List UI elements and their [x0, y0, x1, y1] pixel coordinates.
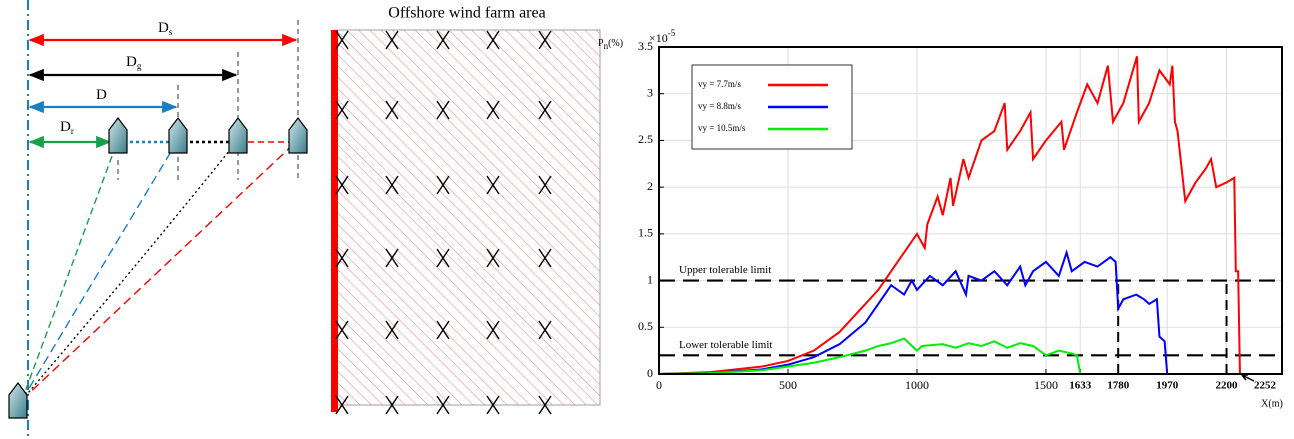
turbine — [436, 100, 450, 120]
turbine — [538, 248, 552, 268]
turbine — [436, 30, 450, 50]
turbine — [486, 248, 500, 268]
ship — [168, 117, 188, 154]
turbine — [335, 395, 349, 415]
y-label-unit: (%) — [608, 38, 623, 49]
x-tick-label: 0 — [656, 378, 662, 392]
turbine — [486, 175, 500, 195]
turbine — [335, 320, 349, 340]
turbine — [436, 248, 450, 268]
symbol: D — [158, 20, 169, 36]
y-tick-label: 3 — [647, 85, 653, 99]
wind-farm-area — [334, 29, 601, 406]
turbine — [335, 100, 349, 120]
subscript: s — [169, 27, 173, 37]
ships — [8, 117, 308, 419]
turbine — [436, 395, 450, 415]
distance-label: Dg — [126, 54, 142, 71]
distance-label: Dr — [60, 119, 74, 136]
symbol: D — [60, 119, 71, 135]
ship — [288, 117, 308, 154]
legend-label: vy = 10.5m/s — [698, 123, 746, 133]
x-tick-label: 500 — [779, 378, 797, 392]
multiplier-base: ×10 — [649, 31, 668, 45]
y-tick-label: 2.5 — [638, 132, 653, 146]
turbine — [335, 175, 349, 195]
turbine — [385, 175, 399, 195]
turbine — [335, 248, 349, 268]
symbol: D — [96, 87, 107, 103]
subscript: r — [71, 126, 74, 136]
y-multiplier: ×10-5 — [649, 28, 676, 45]
guides — [117, 20, 299, 180]
legend-label: vy = 8.8m/s — [698, 101, 741, 111]
x-tick-label: 1500 — [1034, 378, 1058, 392]
turbine — [486, 30, 500, 50]
turbine — [385, 320, 399, 340]
turbine — [436, 320, 450, 340]
x-tick-label: 1633 — [1069, 380, 1092, 392]
turbine — [385, 100, 399, 120]
y-tick-label: 1.5 — [638, 226, 653, 240]
diagram: Offshore wind farm area Ds Dg D Dr — [8, 0, 601, 439]
farm-boundary — [331, 30, 338, 412]
turbines — [335, 30, 552, 415]
limit-label: Lower tolerable limit — [679, 339, 772, 351]
area-label: Offshore wind farm area — [388, 5, 545, 22]
legend-label: vy = 7.7m/s — [698, 79, 741, 89]
y-tick-label: 0.5 — [638, 319, 653, 333]
x-tick-label: 1000 — [905, 378, 929, 392]
x-tick-label: 1970 — [1156, 380, 1179, 392]
turbine — [385, 30, 399, 50]
turbine — [486, 320, 500, 340]
limit-label: Upper tolerable limit — [679, 264, 771, 276]
series-line — [658, 249, 1169, 375]
distance-label: Ds — [158, 20, 173, 37]
plot-frame — [658, 46, 1283, 375]
symbol: D — [126, 54, 137, 70]
y-tick-label: 3.5 — [638, 39, 653, 53]
turbine — [486, 100, 500, 120]
y-tick-label: 1 — [647, 272, 653, 286]
y-label-symbol: P — [598, 38, 604, 49]
turbine — [538, 175, 552, 195]
turbine — [385, 248, 399, 268]
annotation-label: 2252 — [1254, 380, 1277, 392]
turbine — [486, 395, 500, 415]
ship — [108, 117, 128, 154]
ship — [8, 382, 28, 419]
subscript: g — [137, 61, 142, 71]
annotation-arrow — [1241, 374, 1255, 382]
turbine — [436, 175, 450, 195]
x-tick-label: 2200 — [1216, 380, 1239, 392]
turbine — [538, 395, 552, 415]
distance-label: D — [96, 87, 107, 103]
x-label: X(m) — [1261, 398, 1283, 409]
y-tick-label: 0 — [647, 366, 653, 380]
chart: 0 500 1000 1500 1633 1780 1970 2200 0 0.5 1 1.5 2 2.5… — [598, 28, 1283, 409]
multiplier-exp: -5 — [668, 28, 676, 38]
turbine — [385, 395, 399, 415]
turbine — [335, 30, 349, 50]
turbine — [538, 100, 552, 120]
distance-arrows — [28, 33, 298, 149]
tracks — [21, 139, 299, 401]
x-tick-label: 1780 — [1107, 380, 1130, 392]
series-line — [658, 56, 1241, 375]
turbine — [538, 30, 552, 50]
y-tick-label: 2 — [647, 179, 653, 193]
y-label: Pn(%) — [598, 38, 623, 51]
y-label-sub: n — [604, 41, 609, 51]
series-line — [658, 337, 1082, 375]
turbine — [538, 320, 552, 340]
ship — [228, 117, 248, 154]
